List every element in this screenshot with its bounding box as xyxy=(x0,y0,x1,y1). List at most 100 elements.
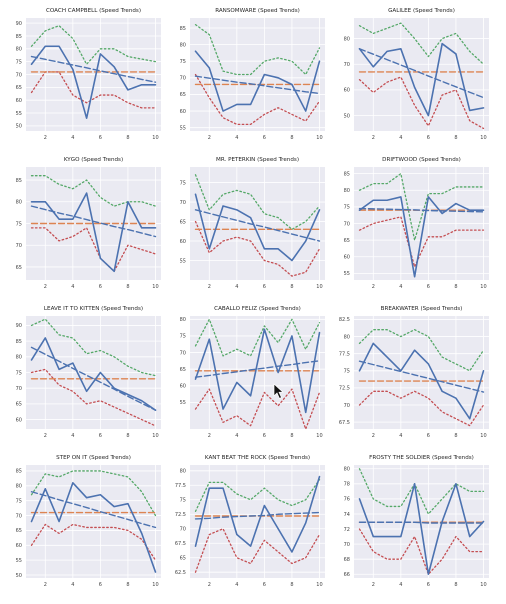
upper-band-line xyxy=(194,23,321,76)
subplot: DRIFTWOOD (Speed Trends) 55 60 65 70 75 80 85 2 4… xyxy=(344,157,489,290)
speed-line xyxy=(194,193,321,262)
y-tick-label: 78 xyxy=(344,482,350,488)
y-tick-label: 72 xyxy=(344,527,350,533)
y-tick-label: 75 xyxy=(180,180,186,186)
y-tick-label: 70 xyxy=(16,72,22,78)
lower-band-line xyxy=(358,76,485,130)
x-tick-label: 4 xyxy=(235,433,238,439)
y-tick-label: 70 xyxy=(344,221,350,227)
subplot: LEAVE IT TO KITTEN (Speed Trends) 60 65 70 7… xyxy=(16,306,161,439)
upper-band-line xyxy=(194,318,321,357)
x-tick-label: 10 xyxy=(152,284,158,290)
upper-band-line xyxy=(358,468,485,515)
trend-line xyxy=(194,75,321,95)
y-tick-label: 85 xyxy=(16,34,22,40)
plot-area xyxy=(190,167,325,280)
lower-band-line xyxy=(358,390,485,427)
x-tick-label: 8 xyxy=(126,284,129,290)
x-tick-label: 6 xyxy=(99,284,102,290)
subplot: MR. PETERKIN (Speed Trends) 55 60 65 70 75 2 4 6… xyxy=(180,157,325,290)
trend-line xyxy=(30,491,157,529)
y-tick-label: 50 xyxy=(16,573,22,579)
x-tick-label: 6 xyxy=(263,135,266,141)
x-tick-label: 10 xyxy=(480,284,486,290)
y-tick-label: 74 xyxy=(344,512,350,518)
lower-band-line xyxy=(358,216,485,268)
y-tick-label: 55 xyxy=(180,258,186,264)
subplot-title: STEP ON IT (Speed Trends) xyxy=(56,455,131,461)
y-tick-label: 60 xyxy=(180,384,186,390)
y-tick-label: 60 xyxy=(16,417,22,423)
x-tick-label: 8 xyxy=(454,433,457,439)
y-tick-label: 67.5 xyxy=(339,420,350,426)
y-tick-label: 80 xyxy=(180,317,186,323)
y-tick-label: 80 xyxy=(16,355,22,361)
x-tick-label: 2 xyxy=(372,433,375,439)
y-tick-label: 60 xyxy=(180,109,186,115)
trend-line xyxy=(358,207,485,213)
x-tick-label: 4 xyxy=(235,284,238,290)
subplot-title: COACH CAMPBELL (Speed Trends) xyxy=(46,8,141,14)
upper-band-line xyxy=(194,174,321,230)
x-tick-label: 8 xyxy=(126,582,129,588)
y-tick-label: 77.5 xyxy=(339,351,350,357)
x-tick-label: 8 xyxy=(290,135,293,141)
y-tick-label: 80 xyxy=(344,334,350,340)
y-tick-label: 85 xyxy=(16,178,22,184)
x-tick-label: 4 xyxy=(71,135,74,141)
y-tick-label: 75 xyxy=(16,221,22,227)
y-tick-label: 60 xyxy=(344,88,350,94)
plot-area xyxy=(354,18,489,131)
y-tick-label: 67.5 xyxy=(175,541,186,547)
x-tick-label: 10 xyxy=(316,284,322,290)
x-tick-label: 6 xyxy=(99,582,102,588)
x-tick-label: 10 xyxy=(480,582,486,588)
subplot: COACH CAMPBELL (Speed Trends) 50 55 60 65 70 7… xyxy=(16,8,161,141)
x-tick-label: 4 xyxy=(235,582,238,588)
y-tick-label: 70 xyxy=(344,542,350,548)
x-tick-label: 2 xyxy=(372,284,375,290)
y-tick-label: 80 xyxy=(16,200,22,206)
y-tick-label: 65 xyxy=(16,85,22,91)
y-tick-label: 65 xyxy=(180,92,186,98)
subplot-title: KANT BEAT THE ROCK (Speed Trends) xyxy=(205,455,310,461)
subplot-title: KYGO (Speed Trends) xyxy=(64,157,123,163)
y-tick-label: 75 xyxy=(16,370,22,376)
subplot-title: RANSOMWARE (Speed Trends) xyxy=(215,8,300,14)
x-tick-label: 8 xyxy=(454,135,457,141)
x-tick-label: 10 xyxy=(316,135,322,141)
mouse-pointer-icon xyxy=(273,383,284,399)
subplot-title: GALILEE (Speed Trends) xyxy=(388,8,455,14)
upper-band-line xyxy=(30,175,157,207)
speed-line xyxy=(30,482,157,573)
x-tick-label: 2 xyxy=(44,582,47,588)
y-tick-label: 68 xyxy=(344,557,350,563)
x-tick-label: 10 xyxy=(152,433,158,439)
y-tick-label: 65 xyxy=(180,367,186,373)
lower-band-line xyxy=(30,227,157,272)
y-tick-label: 62.5 xyxy=(175,570,186,576)
y-tick-label: 80 xyxy=(16,47,22,53)
y-tick-label: 55 xyxy=(180,400,186,406)
y-tick-label: 85 xyxy=(180,26,186,32)
x-tick-label: 8 xyxy=(290,284,293,290)
y-tick-label: 55 xyxy=(180,125,186,131)
x-tick-label: 2 xyxy=(208,135,211,141)
x-tick-label: 2 xyxy=(44,284,47,290)
plot-area xyxy=(190,316,325,429)
plot-area xyxy=(190,18,325,131)
subplot-title: MR. PETERKIN (Speed Trends) xyxy=(216,157,299,163)
x-tick-label: 6 xyxy=(99,433,102,439)
subplot: BREAKWATER (Speed Trends) 67.5 70 72.5 75 77.… xyxy=(339,306,489,439)
y-tick-label: 65 xyxy=(180,556,186,562)
speed-line xyxy=(194,328,321,414)
subplot-title: FROSTY THE SOLDIER (Speed Trends) xyxy=(369,455,474,461)
upper-band-line xyxy=(30,470,157,517)
x-tick-label: 8 xyxy=(454,284,457,290)
y-tick-label: 70 xyxy=(180,527,186,533)
upper-band-line xyxy=(358,22,485,65)
x-tick-label: 2 xyxy=(208,582,211,588)
x-tick-label: 4 xyxy=(71,582,74,588)
